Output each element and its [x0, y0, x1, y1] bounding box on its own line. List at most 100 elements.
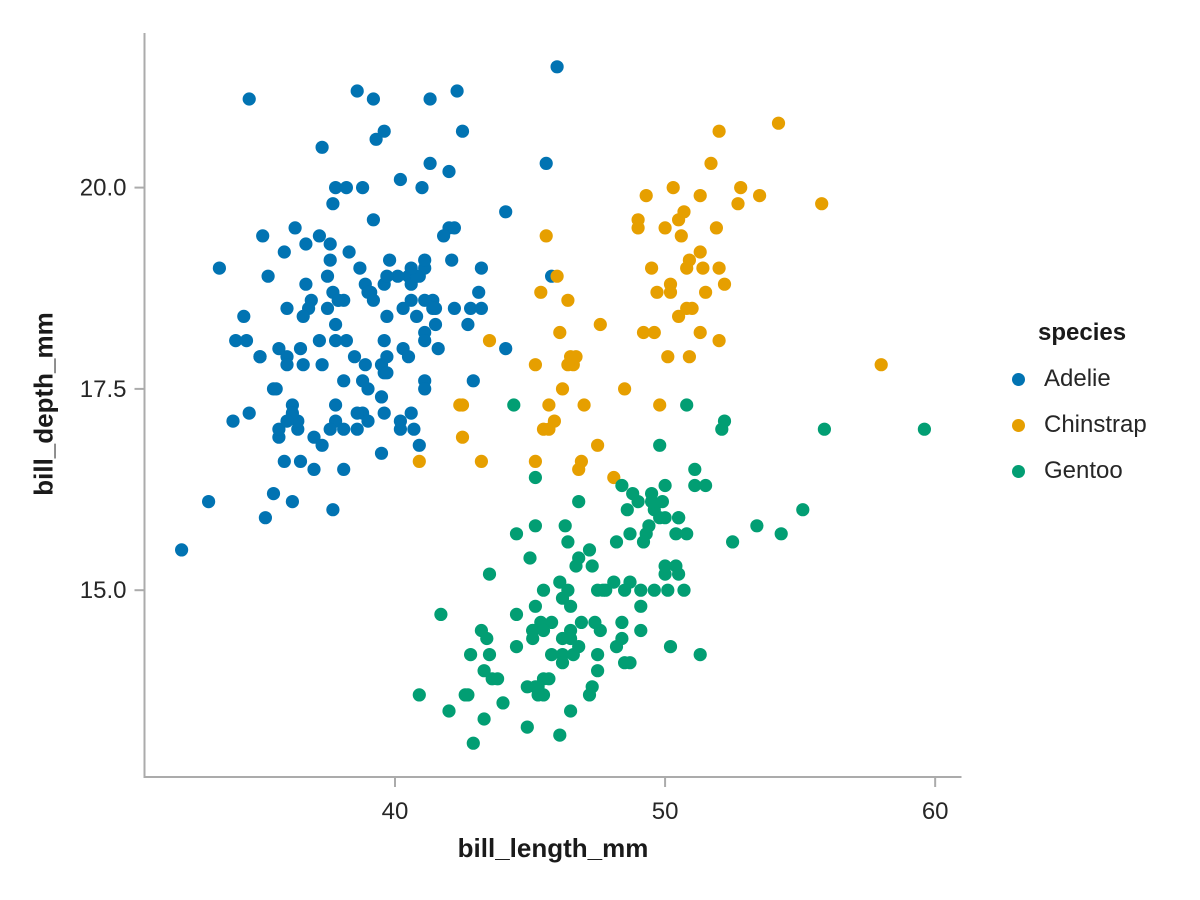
data-point	[545, 648, 559, 662]
data-point	[477, 664, 491, 678]
data-point	[466, 374, 480, 388]
data-point	[272, 422, 286, 436]
data-point	[817, 422, 832, 436]
data-point	[366, 92, 380, 106]
data-point	[396, 301, 410, 315]
data-point	[380, 309, 394, 323]
data-point	[796, 503, 810, 517]
data-point	[593, 317, 607, 332]
data-point	[569, 350, 583, 364]
data-point	[391, 269, 405, 283]
data-point	[288, 221, 302, 235]
data-point	[561, 583, 575, 597]
y-tick-label: 17.5	[80, 376, 127, 403]
data-point	[404, 406, 418, 420]
data-point	[323, 253, 337, 267]
data-point	[329, 334, 343, 348]
data-point	[520, 680, 534, 694]
data-point	[412, 454, 426, 468]
data-point	[383, 253, 397, 267]
data-point	[366, 213, 380, 227]
legend-marker-chinstrap	[1012, 418, 1025, 432]
data-point	[750, 519, 764, 533]
data-point	[561, 535, 575, 549]
data-point	[393, 414, 407, 428]
data-point	[296, 309, 310, 323]
data-point	[620, 503, 634, 517]
data-point	[712, 261, 726, 275]
data-point	[369, 132, 383, 146]
data-point	[609, 535, 624, 549]
data-point	[636, 325, 651, 340]
data-point	[326, 197, 340, 211]
data-point	[474, 301, 488, 315]
data-point	[528, 470, 543, 485]
data-point	[509, 640, 524, 654]
data-point	[339, 334, 353, 348]
data-point	[672, 309, 686, 323]
data-point	[712, 124, 726, 138]
data-point	[358, 358, 372, 372]
data-point	[561, 293, 575, 307]
data-point	[237, 309, 251, 323]
data-point	[712, 334, 726, 348]
data-point	[771, 116, 786, 130]
data-point	[280, 301, 294, 315]
data-point	[550, 60, 564, 74]
data-point	[323, 422, 337, 436]
data-point	[374, 446, 389, 460]
data-point	[658, 221, 672, 235]
x-tick-label: 40	[382, 798, 409, 825]
data-point	[393, 172, 407, 187]
data-point	[582, 543, 597, 557]
data-point	[361, 414, 375, 428]
data-point	[450, 84, 464, 98]
data-point	[645, 495, 659, 509]
legend-item-chinstrap: Chinstrap	[1004, 410, 1194, 440]
legend-label-chinstrap: Chinstrap	[1044, 411, 1147, 438]
data-point	[539, 156, 553, 170]
data-point	[653, 511, 667, 525]
data-point	[464, 301, 478, 315]
data-point	[474, 454, 488, 468]
data-point	[261, 269, 275, 283]
data-point	[572, 640, 586, 654]
data-point	[542, 398, 556, 412]
data-point	[688, 462, 702, 476]
data-point	[704, 156, 718, 170]
data-point	[499, 342, 513, 356]
data-point	[558, 519, 572, 533]
data-point	[631, 213, 645, 227]
data-point	[550, 269, 564, 283]
data-point	[607, 470, 621, 485]
data-point	[331, 293, 345, 307]
data-point	[269, 382, 283, 396]
data-point	[666, 181, 680, 195]
data-point	[539, 229, 553, 243]
data-point	[293, 454, 308, 468]
data-point	[585, 559, 599, 573]
data-point	[307, 430, 321, 444]
data-point	[285, 495, 299, 509]
data-point	[555, 631, 570, 646]
data-point	[496, 696, 510, 710]
data-point	[229, 334, 243, 348]
data-point	[356, 181, 370, 195]
data-point	[542, 422, 556, 436]
data-point	[542, 672, 556, 686]
x-tick-label: 50	[652, 798, 679, 825]
data-point	[418, 334, 432, 348]
data-point	[774, 527, 788, 541]
data-point	[572, 551, 586, 565]
data-point	[350, 84, 364, 98]
data-point	[574, 615, 589, 630]
data-point	[415, 181, 429, 195]
data-point	[337, 422, 351, 436]
data-point	[693, 325, 707, 340]
data-point	[734, 181, 748, 195]
data-point	[693, 189, 707, 203]
data-point	[623, 527, 637, 541]
data-point	[464, 648, 478, 662]
data-point	[329, 398, 343, 412]
